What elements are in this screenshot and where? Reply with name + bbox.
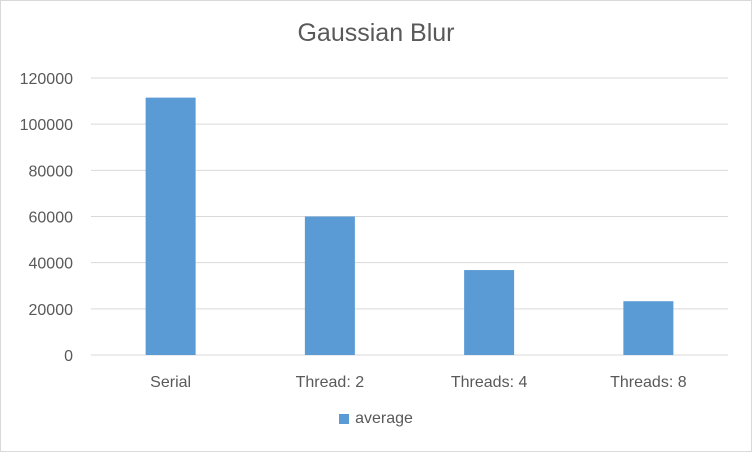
bar (304, 216, 355, 355)
bar (464, 270, 515, 355)
bar (145, 97, 196, 355)
bar (623, 301, 674, 355)
chart-title: Gaussian Blur (297, 19, 455, 47)
y-tick-label: 20000 (29, 302, 74, 319)
x-tick-label: Threads: 4 (451, 374, 528, 391)
legend-label-average: average (355, 410, 413, 427)
legend-swatch-average (339, 414, 350, 424)
y-tick-label: 0 (64, 348, 73, 365)
x-tick-label: Threads: 8 (610, 374, 687, 391)
y-tick-label: 40000 (29, 256, 74, 273)
y-tick-label: 60000 (29, 210, 74, 227)
y-tick-label: 120000 (20, 71, 73, 88)
x-tick-label: Thread: 2 (296, 374, 365, 391)
x-tick-label: Serial (150, 374, 191, 391)
chart-legend: average (1, 410, 751, 428)
y-tick-label: 80000 (29, 163, 74, 180)
y-tick-label: 100000 (20, 117, 73, 134)
